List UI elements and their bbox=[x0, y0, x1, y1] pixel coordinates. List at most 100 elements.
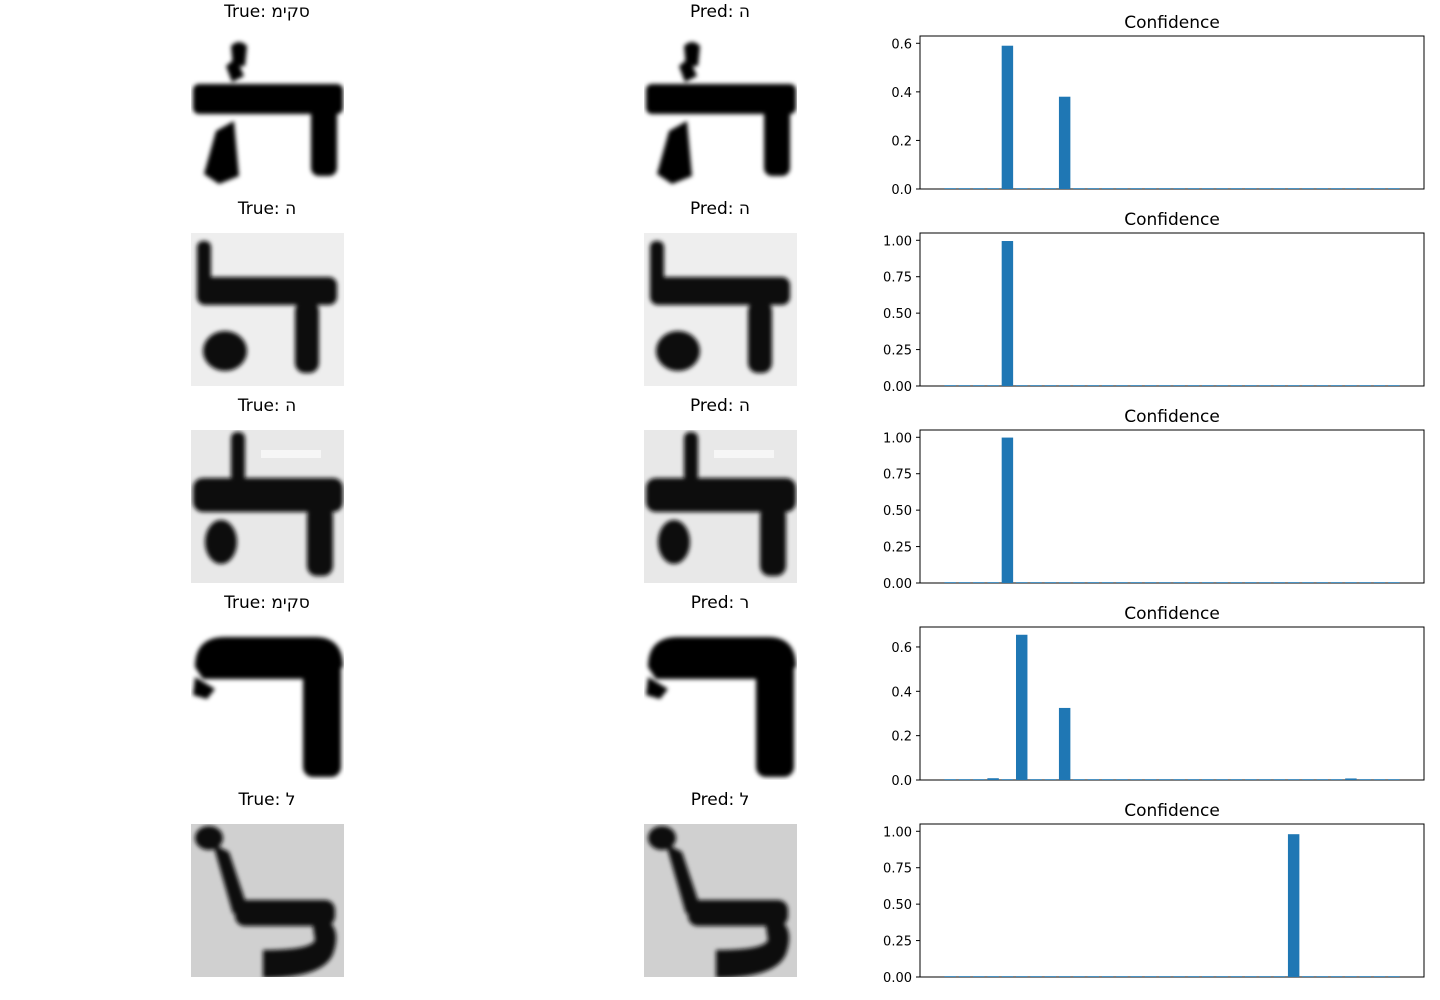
confidence-bar bbox=[1373, 779, 1386, 780]
confidence-bar bbox=[1030, 385, 1042, 386]
sample-row-4: True: סקימ Pred: ר Confidence 0.0 0.2 0.4 0.… bbox=[0, 591, 1440, 788]
y-tick-label: 0.25 bbox=[883, 541, 912, 556]
sample-row-3: True: ה Pred: ה Confidence 0.00 0.25 0.50 0.… bbox=[0, 394, 1440, 591]
confidence-bar bbox=[1116, 582, 1128, 583]
y-tick-label: 1.00 bbox=[883, 234, 912, 249]
chart-title: Confidence bbox=[1124, 13, 1220, 33]
y-tick-label: 0.75 bbox=[883, 271, 912, 286]
confidence-bar bbox=[1159, 188, 1171, 189]
true-glyph-image bbox=[191, 627, 344, 780]
confidence-bar bbox=[1259, 582, 1271, 583]
chart-frame bbox=[919, 626, 1425, 781]
confidence-bar bbox=[1330, 385, 1343, 386]
confidence-bar bbox=[1202, 385, 1214, 386]
confidence-bar bbox=[1144, 582, 1157, 583]
chart-frame bbox=[919, 823, 1425, 978]
confidence-bar bbox=[1202, 779, 1214, 780]
confidence-bar bbox=[1244, 385, 1257, 386]
true-label: True: ה bbox=[237, 199, 297, 219]
confidence-bar bbox=[1273, 385, 1286, 386]
confidence-bar bbox=[1330, 976, 1343, 977]
confidence-bar bbox=[1345, 778, 1357, 780]
confidence-bar bbox=[1044, 188, 1057, 189]
pred-label: Pred: ה bbox=[689, 396, 751, 416]
confidence-bar bbox=[1030, 582, 1042, 583]
true-label: True: ה bbox=[237, 396, 297, 416]
confidence-bar bbox=[1073, 385, 1085, 386]
confidence-bar bbox=[1230, 976, 1243, 977]
confidence-bar bbox=[1316, 779, 1329, 780]
y-tick-label: 0.50 bbox=[883, 504, 912, 519]
confidence-bar bbox=[1058, 385, 1071, 386]
confidence-bar bbox=[1015, 385, 1028, 386]
confidence-bar bbox=[1001, 241, 1014, 386]
pred-glyph-image bbox=[644, 233, 797, 386]
confidence-bar bbox=[1058, 976, 1071, 977]
confidence-bar bbox=[1101, 779, 1114, 780]
confidence-bar bbox=[1159, 779, 1171, 780]
chart-frame bbox=[919, 232, 1425, 387]
sample-row-2: True: ה Pred: ה Confidence 0.00 0.25 0.50 0.… bbox=[0, 197, 1440, 394]
confidence-bar bbox=[1302, 385, 1314, 386]
confidence-bar bbox=[1345, 385, 1357, 386]
confidence-bar bbox=[1302, 976, 1314, 977]
confidence-bar bbox=[1130, 779, 1142, 780]
confidence-bar bbox=[1001, 976, 1014, 977]
y-tick-label: 0.2 bbox=[891, 134, 912, 149]
confidence-chart-2: Confidence 0.00 0.25 0.50 0.75 1.00 bbox=[883, 210, 1425, 394]
y-tick-label: 0.4 bbox=[891, 685, 912, 700]
confidence-bar bbox=[1173, 188, 1185, 189]
confidence-bar bbox=[1187, 188, 1200, 189]
y-tick-label: 0.00 bbox=[883, 577, 912, 591]
chart-title: Confidence bbox=[1124, 210, 1220, 230]
confidence-bar bbox=[1159, 385, 1171, 386]
confidence-bar bbox=[1030, 779, 1042, 780]
confidence-bar bbox=[1187, 976, 1200, 977]
confidence-bar bbox=[987, 385, 999, 386]
confidence-bar bbox=[987, 188, 999, 189]
confidence-bar bbox=[1101, 385, 1114, 386]
confidence-bar bbox=[973, 582, 985, 583]
confidence-bar bbox=[1015, 188, 1028, 189]
confidence-bar bbox=[1345, 976, 1357, 977]
confidence-bar bbox=[1087, 779, 1100, 780]
confidence-bar bbox=[1001, 45, 1014, 189]
confidence-bar bbox=[1087, 976, 1100, 977]
y-tick-label: 0.6 bbox=[891, 641, 912, 656]
confidence-bar bbox=[1015, 582, 1028, 583]
confidence-bar bbox=[1044, 582, 1057, 583]
confidence-bar bbox=[958, 385, 971, 386]
pred-glyph-image bbox=[644, 36, 797, 189]
glyph-drawing bbox=[644, 824, 797, 977]
y-tick-label: 0.4 bbox=[891, 86, 912, 101]
confidence-bar bbox=[1216, 385, 1228, 386]
confidence-bar bbox=[1273, 582, 1286, 583]
confidence-bar bbox=[1345, 188, 1357, 189]
confidence-bar bbox=[1130, 188, 1142, 189]
true-label: True: ל bbox=[238, 790, 296, 810]
confidence-bar bbox=[1116, 976, 1128, 977]
confidence-bar bbox=[1044, 976, 1057, 977]
confidence-bar bbox=[1244, 976, 1257, 977]
confidence-bar bbox=[1359, 779, 1371, 780]
confidence-bar bbox=[1073, 188, 1085, 189]
confidence-chart-3: Confidence 0.00 0.25 0.50 0.75 1.00 bbox=[883, 407, 1425, 591]
confidence-bar bbox=[1144, 779, 1157, 780]
confidence-bar bbox=[1101, 188, 1114, 189]
confidence-bar bbox=[1388, 582, 1400, 583]
glyph-drawing bbox=[191, 430, 344, 583]
confidence-bar bbox=[1044, 779, 1057, 780]
chart-title: Confidence bbox=[1124, 801, 1220, 821]
y-tick-label: 0.00 bbox=[883, 380, 912, 394]
confidence-bar bbox=[1101, 976, 1114, 977]
confidence-bar bbox=[1287, 834, 1300, 977]
confidence-bar bbox=[1273, 188, 1286, 189]
confidence-chart-5: Confidence 0.00 0.25 0.50 0.75 1.00 bbox=[883, 801, 1425, 985]
glyph-drawing bbox=[191, 233, 344, 386]
confidence-bar bbox=[1058, 96, 1071, 189]
confidence-bar bbox=[944, 188, 956, 189]
confidence-bar bbox=[944, 779, 956, 780]
confidence-bar bbox=[1144, 188, 1157, 189]
confidence-bar bbox=[1230, 188, 1243, 189]
pred-label: Pred: ה bbox=[689, 2, 751, 22]
